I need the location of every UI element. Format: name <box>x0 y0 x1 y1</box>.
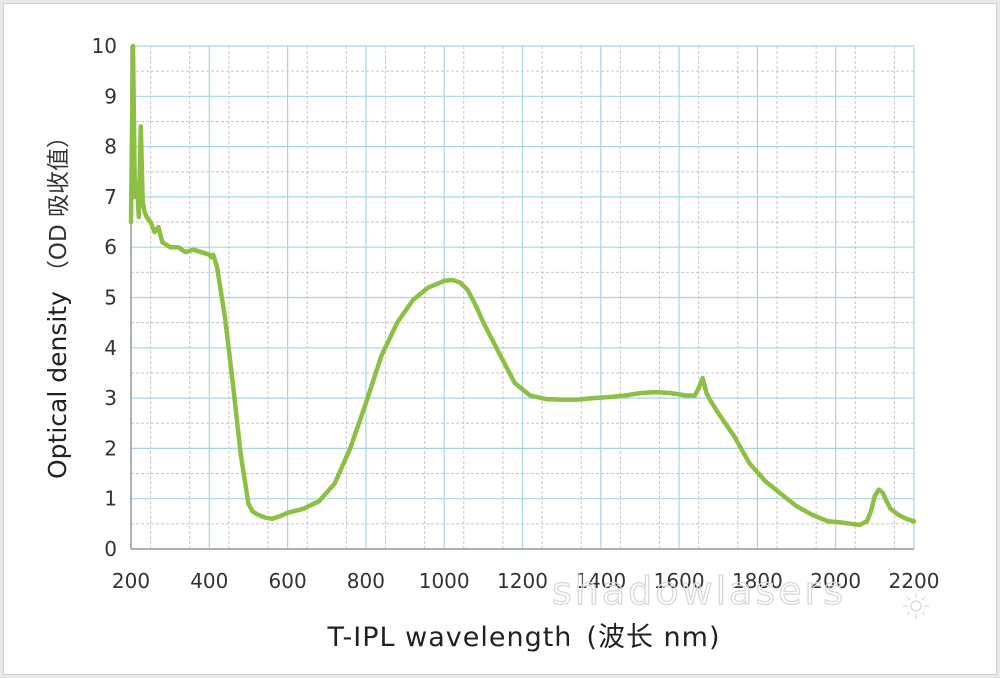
sun-logo-icon <box>903 593 929 619</box>
x-tick-label: 2200 <box>889 569 940 593</box>
series-line-optical-density <box>128 43 917 528</box>
y-tick-label: 8 <box>104 135 117 159</box>
series-group <box>128 43 917 528</box>
x-tick-labels: 200 400 600 800 1000 1200 1400 1600 1800 2000 2200 <box>112 569 940 593</box>
y-tick-label: 7 <box>104 185 117 209</box>
x-tick-label: 200 <box>112 569 150 593</box>
watermark-text: shadowlasers <box>552 569 846 613</box>
y-tick-label: 10 <box>92 34 117 58</box>
x-tick-label: 2000 <box>810 569 861 593</box>
y-tick-label: 0 <box>104 537 117 561</box>
y-tick-labels: 0 1 2 3 4 5 6 7 8 9 10 <box>92 34 117 561</box>
x-tick-label: 1000 <box>419 569 470 593</box>
x-tick-label: 1200 <box>497 569 548 593</box>
x-tick-label: 1600 <box>654 569 705 593</box>
chart-svg: 0 1 2 3 4 5 6 7 8 9 10 200 400 600 800 1000 1200 1400 160… <box>43 34 940 653</box>
x-tick-label: 1800 <box>732 569 783 593</box>
chart-frame: 0 1 2 3 4 5 6 7 8 9 10 200 400 600 800 1000 1200 1400 160… <box>3 3 997 675</box>
y-tick-label: 1 <box>104 487 117 511</box>
x-tick-label: 1400 <box>575 569 626 593</box>
x-axis-title: T-IPL wavelength (波长 nm) <box>327 622 721 653</box>
y-tick-label: 4 <box>104 336 117 360</box>
y-tick-label: 2 <box>104 436 117 460</box>
y-tick-label: 3 <box>104 386 117 410</box>
x-tick-label: 400 <box>190 569 228 593</box>
y-axis-label: Optical density <box>43 291 72 479</box>
svg-text:Optical density（OD 吸收值）: Optical density （OD 吸收值） <box>43 125 72 479</box>
y-axis-title: Optical density （OD 吸收值） <box>43 125 72 479</box>
x-axis-unit: (波长 nm) <box>586 622 720 653</box>
x-tick-label: 600 <box>269 569 307 593</box>
y-tick-label: 5 <box>104 286 117 310</box>
x-tick-label: 800 <box>347 569 385 593</box>
y-tick-label: 9 <box>104 84 117 108</box>
x-axis-label: T-IPL wavelength <box>327 622 573 653</box>
y-tick-label: 6 <box>104 235 117 259</box>
y-axis-unit: （OD 吸收值） <box>46 125 72 283</box>
